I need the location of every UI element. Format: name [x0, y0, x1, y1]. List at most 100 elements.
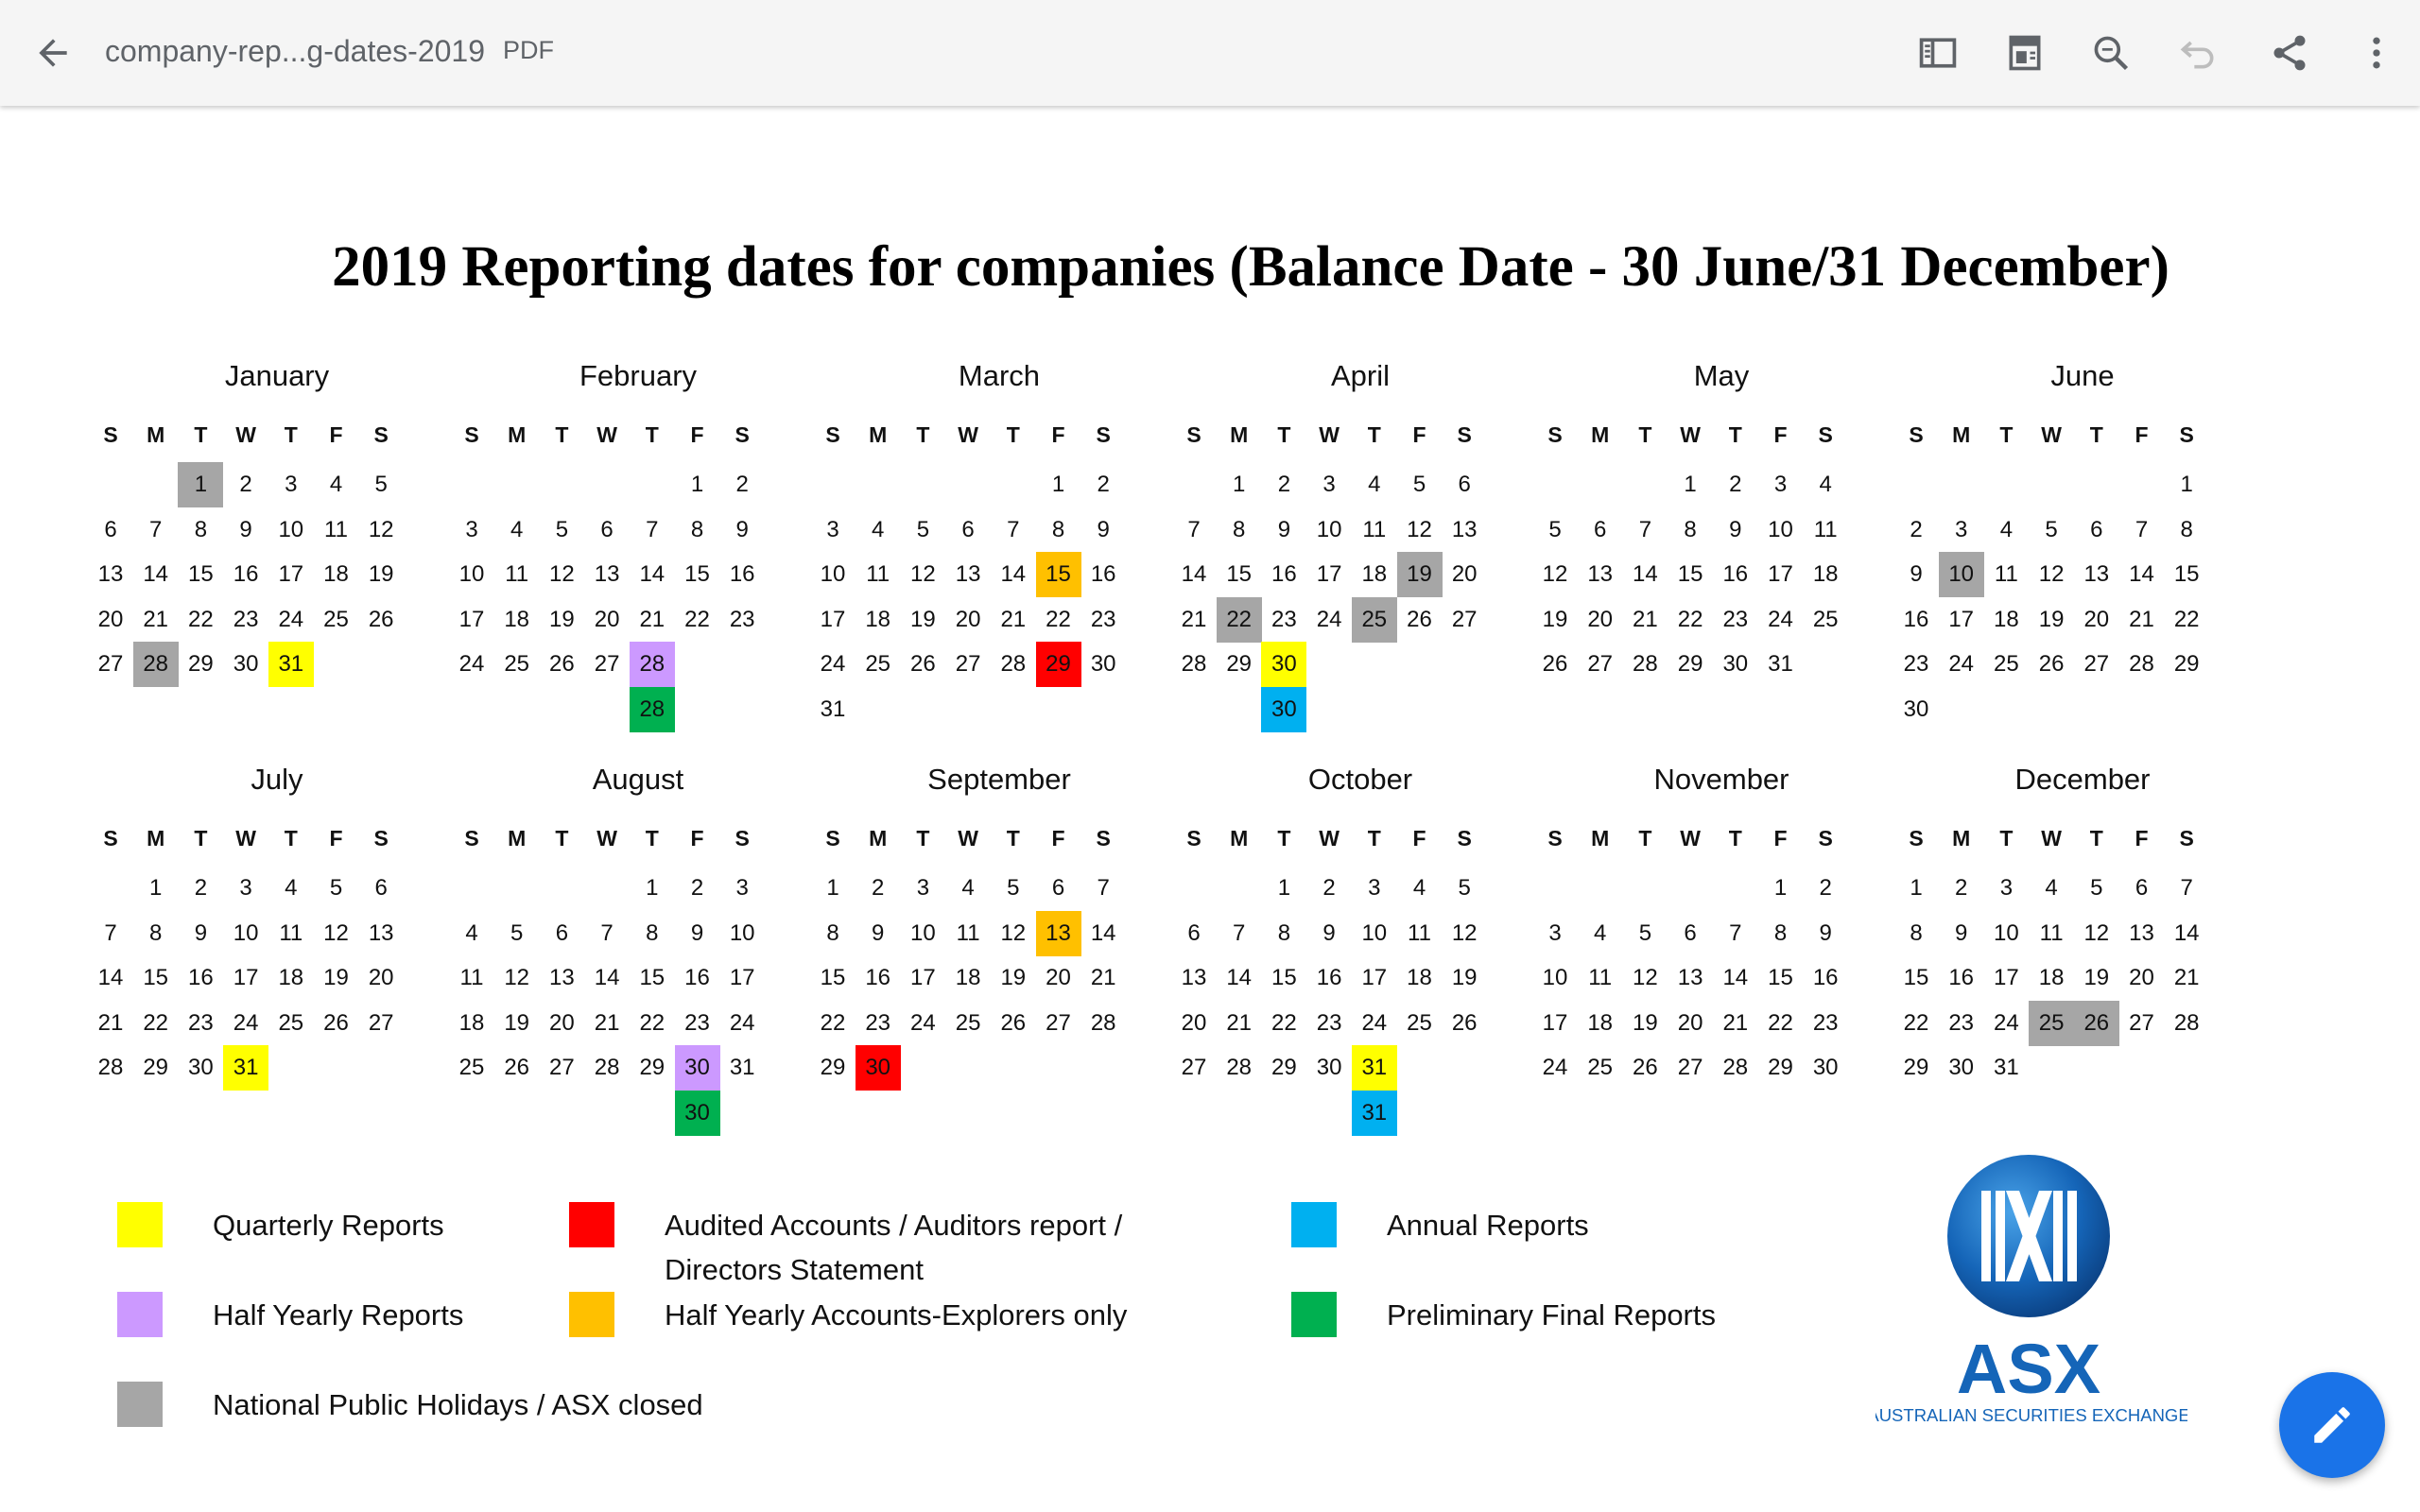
day-cell: 7: [1187, 516, 1201, 542]
day-cell: 23: [188, 1009, 214, 1036]
day-cell: 20: [97, 606, 124, 632]
day-cell: 14: [1226, 965, 1253, 990]
weekday-header: M: [869, 422, 888, 447]
more-options-button[interactable]: [2348, 25, 2405, 81]
day-cell: 19: [1633, 1009, 1658, 1036]
day-cell: 29: [639, 1055, 666, 1080]
day-cell: 2: [1819, 875, 1832, 901]
document-type-label: PDF: [503, 36, 554, 64]
day-cell: 4: [961, 875, 975, 901]
pencil-icon: [2314, 1407, 2350, 1443]
day-cell: 7: [149, 516, 163, 542]
weekday-header: T: [1638, 826, 1652, 850]
day-cell: 7: [2135, 516, 2149, 542]
day-cell: 26: [368, 606, 394, 632]
day-cell: 12: [1451, 919, 1478, 946]
day-cell: 13: [1451, 516, 1478, 542]
day-cell: 31: [1994, 1055, 2019, 1080]
day-cell: 6: [961, 516, 975, 542]
day-cell: 16: [684, 965, 710, 990]
day-cell: 18: [955, 965, 981, 990]
weekday-header: T: [284, 826, 298, 850]
sidebar-toggle-button[interactable]: [1910, 25, 1966, 81]
day-cell: 17: [278, 561, 304, 587]
day-cell: 25: [2029, 1000, 2075, 1046]
day-cell: 16: [1722, 561, 1749, 587]
day-cell: 1: [826, 875, 839, 901]
month-name: September: [927, 763, 1071, 796]
day-cell: 8: [1233, 516, 1246, 542]
day-cell: 6: [104, 516, 117, 542]
day-cell: 22: [1677, 606, 1703, 632]
weekday-header: T: [645, 826, 659, 850]
weekday-header: T: [1999, 826, 2014, 850]
day-cell: 9: [1322, 919, 1336, 946]
day-cell: 23: [1316, 1009, 1342, 1036]
edit-button[interactable]: [2279, 1372, 2385, 1478]
day-cell: 12: [1542, 561, 1568, 587]
day-cell: 31: [1768, 651, 1793, 677]
day-cell: 21: [639, 606, 666, 632]
weekday-header: T: [916, 826, 930, 850]
day-cell: 12: [323, 919, 349, 946]
share-button[interactable]: [2261, 25, 2318, 81]
day-cell: 11: [279, 919, 303, 946]
day-cell: 16: [1271, 561, 1297, 587]
day-cell: 27: [368, 1009, 394, 1036]
day-cell: 4: [1999, 516, 2014, 542]
day-cell: 24: [233, 1009, 259, 1036]
day-cell-annual: 31: [1351, 1090, 1397, 1136]
day-cell: 19: [504, 1009, 530, 1036]
day-cell: 15: [820, 965, 846, 990]
legend-label-holiday: National Public Holidays / ASX closed: [213, 1388, 703, 1421]
day-cell: 4: [1594, 919, 1607, 946]
day-cell: 24: [458, 651, 485, 677]
day-cell: 19: [1542, 606, 1568, 632]
day-cell: 6: [1051, 875, 1065, 901]
day-cell: 14: [1181, 561, 1207, 587]
reading-mode-button[interactable]: [1996, 25, 2053, 81]
day-cell: 24: [1316, 606, 1342, 632]
day-cell: 2: [1322, 875, 1336, 901]
day-cell: 15: [143, 965, 169, 990]
day-cell: 2: [194, 875, 208, 901]
day-cell: 24: [729, 1009, 755, 1036]
weekday-header: F: [1051, 422, 1065, 447]
month-name: March: [958, 359, 1041, 392]
day-cell: 27: [1181, 1055, 1207, 1080]
day-cell: 15: [639, 965, 666, 990]
day-cell: 28: [1000, 651, 1027, 677]
day-cell: 22: [1216, 596, 1262, 643]
weekday-header: M: [1230, 422, 1249, 447]
day-cell: 26: [1633, 1055, 1658, 1080]
day-cell: 18: [865, 606, 891, 632]
search-button[interactable]: [2083, 25, 2139, 81]
undo-button[interactable]: [2169, 25, 2226, 81]
day-cell: 26: [1451, 1009, 1478, 1036]
day-cell: 27: [955, 651, 981, 677]
month-name: October: [1307, 763, 1413, 796]
day-cell: 27: [1587, 651, 1614, 677]
undo-icon: [2180, 41, 2214, 69]
day-cell: 26: [1542, 651, 1568, 677]
day-cell: 14: [1090, 919, 1116, 946]
day-cell: 27: [1677, 1055, 1703, 1080]
legend-swatch-preliminary: [1291, 1292, 1337, 1337]
day-cell: 28: [132, 642, 179, 687]
day-cell: 8: [1910, 919, 1923, 946]
month-name: November: [1653, 763, 1789, 796]
day-cell: 23: [1090, 606, 1116, 632]
day-cell: 22: [1046, 606, 1071, 632]
day-cell: 23: [1722, 606, 1749, 632]
day-cell: 1: [1233, 472, 1246, 497]
weekday-header: F: [690, 422, 704, 447]
day-cell: 3: [1322, 472, 1336, 497]
weekday-header: W: [596, 422, 617, 447]
month-name: January: [224, 359, 330, 392]
weekday-header: W: [596, 826, 617, 850]
back-button[interactable]: [25, 25, 81, 81]
weekday-header: W: [1680, 826, 1701, 850]
day-cell: 20: [594, 606, 620, 632]
day-cell: 21: [143, 606, 169, 632]
day-cell: 20: [1181, 1009, 1207, 1036]
